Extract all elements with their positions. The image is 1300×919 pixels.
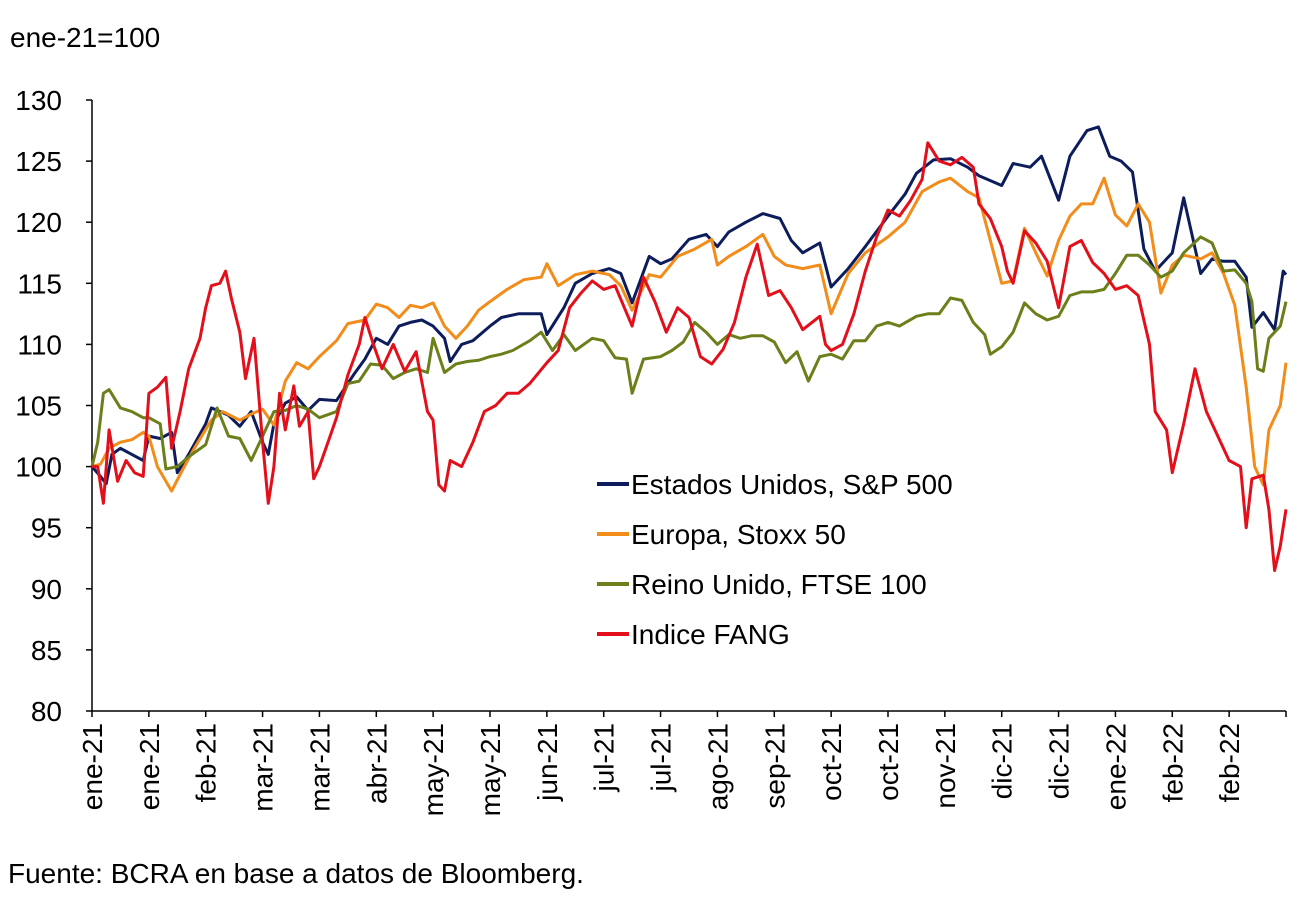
x-tick-label: feb-22	[1214, 723, 1245, 802]
legend: Estados Unidos, S&P 500 Europa, Stoxx 50 R…	[597, 469, 953, 650]
x-tick-label: oct-21	[816, 723, 847, 801]
series-line-2	[90, 235, 1288, 471]
y-tick-label: 95	[31, 513, 62, 544]
x-tick-label: ago-21	[702, 723, 733, 810]
legend-label-3: Indice FANG	[631, 619, 790, 650]
y-tick-label: 105	[15, 391, 62, 422]
x-tick-label: may-21	[475, 723, 506, 816]
x-tick-label: mar-21	[304, 723, 335, 812]
series-line-3	[92, 141, 1288, 572]
x-tick-label: feb-22	[1157, 723, 1188, 802]
y-tick-label: 130	[15, 85, 62, 116]
x-tick-label: sep-21	[759, 723, 790, 809]
y-tick-label: 110	[17, 329, 62, 360]
x-tick-label: oct-21	[873, 723, 904, 801]
source-note: Fuente: BCRA en base a datos de Bloomber…	[8, 858, 584, 889]
x-tick-label: ene-22	[1100, 723, 1131, 810]
x-tick-label: mar-21	[248, 723, 279, 812]
y-tick-label: 100	[15, 452, 62, 483]
y-axis-ticks: 80 85 90 95 100 105 110 115 120 125 130	[15, 85, 92, 727]
x-tick-label: jul-21	[646, 723, 677, 792]
y-tick-label: 115	[17, 268, 62, 299]
y-tick-label: 120	[15, 207, 62, 238]
legend-label-1: Europa, Stoxx 50	[631, 519, 846, 550]
series-lines	[90, 125, 1288, 572]
x-tick-label: ene-21	[77, 723, 108, 810]
x-tick-label: jun-21	[532, 723, 563, 802]
x-tick-label: nov-21	[930, 723, 961, 809]
series-line-0	[90, 125, 1288, 486]
x-tick-label: dic-21	[1044, 723, 1075, 799]
legend-label-2: Reino Unido, FTSE 100	[631, 569, 927, 600]
x-tick-label: may-21	[418, 723, 449, 816]
x-tick-label: dic-21	[987, 723, 1018, 799]
x-axis-ticks: ene-21 ene-21 feb-21 mar-21 mar-21 abr-21 may-…	[77, 711, 1287, 816]
x-tick-label: feb-21	[191, 723, 222, 802]
y-tick-label: 125	[15, 146, 62, 177]
y-tick-label: 80	[31, 696, 62, 727]
x-tick-label: abr-21	[361, 723, 392, 804]
x-tick-label: jul-21	[589, 723, 620, 792]
y-tick-label: 90	[31, 574, 62, 605]
unit-label: ene-21=100	[10, 22, 161, 53]
legend-label-0: Estados Unidos, S&P 500	[631, 469, 953, 500]
x-tick-label: ene-21	[134, 723, 165, 810]
y-tick-label: 85	[31, 635, 62, 666]
